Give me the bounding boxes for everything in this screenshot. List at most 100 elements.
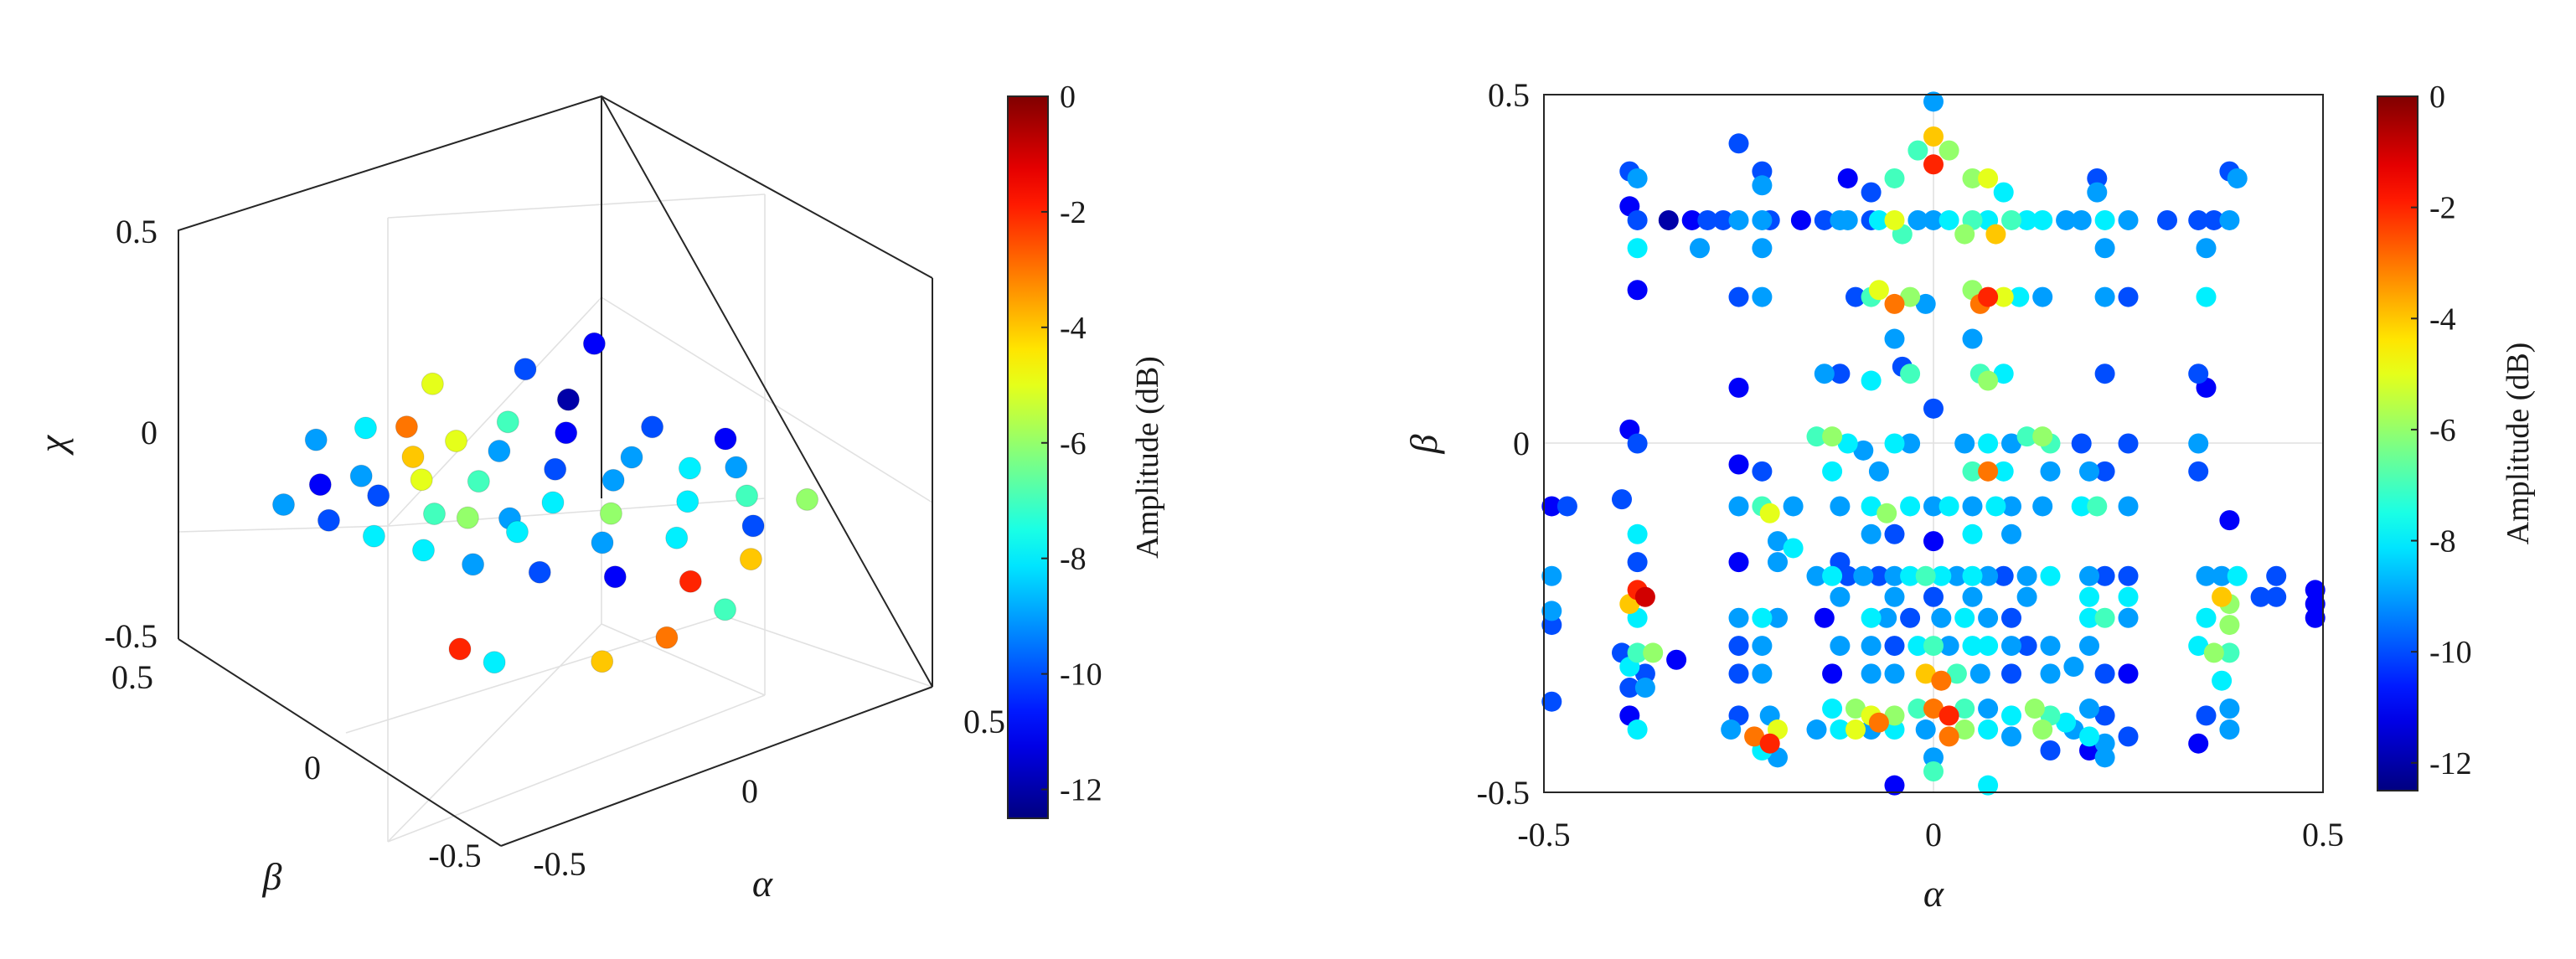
scatter-point [2219, 615, 2240, 636]
grid-line [387, 296, 602, 527]
scatter-point [2118, 433, 2139, 454]
scatter-point [1853, 565, 1874, 586]
scatter-point [2219, 510, 2240, 531]
scatter-point [2212, 565, 2233, 586]
scatter-point [1721, 719, 1742, 740]
scatter-point [1728, 377, 1749, 398]
scatter3d-point [676, 490, 699, 513]
beta-tick-0: 0 [1513, 425, 1530, 462]
scatter-point [1900, 496, 1921, 517]
scatter-point [1923, 126, 1944, 147]
scatter-point [1728, 454, 1749, 475]
scatter-point [2040, 663, 2061, 684]
scatter-point [1978, 433, 1999, 454]
scatter-point [1884, 636, 1905, 657]
scatter-point [1861, 182, 1882, 203]
scatter-point [1728, 133, 1749, 154]
scatter-point [1900, 565, 1921, 586]
scatter-point [2032, 209, 2053, 230]
grid-line [387, 498, 766, 527]
scatter-point [1907, 209, 1928, 230]
beta-tick-0: 0 [304, 749, 321, 786]
scatter-point [1907, 636, 1928, 657]
scatter-point [1877, 607, 1897, 628]
colorbar-left: 0 -2 -4 -6 -8 -10 -12 Amplitude (dB) [1007, 80, 1165, 819]
scatter-point [1814, 209, 1835, 230]
colorbar-tick-label: 0 [2429, 80, 2445, 115]
scatter-point [2040, 740, 2061, 761]
scatter-point [1627, 238, 1648, 259]
grid-line [601, 296, 933, 503]
scatter-point [1978, 699, 1999, 719]
scatter-point [1915, 565, 1936, 586]
scatter-point [1915, 719, 1936, 740]
axis-box-top [601, 95, 933, 279]
scatter-point [2219, 642, 2240, 663]
grid-line [387, 623, 602, 843]
scatter-point [1806, 565, 1827, 586]
colorbar-frame [2377, 95, 2419, 791]
scatter-point [1923, 699, 1944, 719]
scatter-point [1861, 607, 1882, 628]
scatter3d-point [505, 520, 529, 544]
scatter-point [1923, 586, 1944, 607]
scatter-point [2188, 636, 2209, 657]
colorbar-tick-label: -10 [1060, 657, 1102, 693]
scatter-point [2094, 607, 2115, 628]
scatter-point [1541, 615, 1562, 636]
scatter-point [1923, 154, 1944, 175]
scatter3d-point [603, 565, 627, 589]
scatter-point [1643, 642, 1664, 663]
scatter-point [1923, 209, 1944, 230]
scatter-point [2266, 565, 2287, 586]
colorbar-frame [1007, 95, 1049, 819]
scatter-point [2071, 433, 2092, 454]
scatter3d-point [591, 531, 614, 554]
scatter-point [1946, 663, 1967, 684]
scatter-point [1853, 440, 1874, 461]
alpha-axis-label: α [1923, 872, 1944, 915]
scatter-point [1830, 719, 1851, 740]
scatter-point [2212, 670, 2233, 691]
scatter-point [2079, 740, 2099, 761]
scatter-point [2094, 565, 2115, 586]
scatter-point [2094, 663, 2115, 684]
scatter-point [1634, 586, 1655, 607]
scatter3d-point [591, 650, 614, 673]
colorbar-gradient [1008, 96, 1048, 818]
scatter-point [2001, 636, 2021, 657]
scatter-point [1938, 496, 1959, 517]
scatter-point [1837, 433, 1858, 454]
box-3d-frame [178, 95, 933, 847]
scatter-point [1962, 496, 1983, 517]
scatter3d-point [317, 508, 340, 532]
scatter-point [1783, 496, 1804, 517]
colorbar-tick-label: -2 [2429, 191, 2456, 226]
scatter-point [1884, 663, 1905, 684]
scatter3d-point [367, 484, 390, 508]
scatter-point [1806, 719, 1827, 740]
scatter3d-point [679, 570, 702, 593]
scatter3d-point [555, 421, 578, 445]
scatter-point [2001, 663, 2021, 684]
points-2d [1541, 91, 2326, 796]
beta-tick--0.5: -0.5 [1477, 774, 1530, 812]
scatter-point [1923, 636, 1944, 657]
scatter-point [2001, 496, 2021, 517]
alpha-axis-label: α [752, 862, 773, 905]
scatter-point [1846, 719, 1866, 740]
scatter-point [2250, 586, 2271, 607]
scatter-point [1931, 565, 1952, 586]
scatter3d-point [665, 526, 689, 549]
alpha-axis-line [500, 686, 933, 847]
scatter-point [2016, 636, 2037, 657]
scatter-point [1884, 586, 1905, 607]
scatter-point [2040, 636, 2061, 657]
scatter-point [2305, 594, 2326, 615]
left-3d-scatter-panel: 0.5 0 -0.5 χ 0.5 0 -0.5 β -0.5 0 0.5 α 0… [31, 80, 1165, 905]
scatter-point [1752, 238, 1773, 259]
scatter-point [1541, 691, 1562, 712]
scatter3d-point [544, 457, 567, 481]
scatter-point [1752, 175, 1773, 196]
